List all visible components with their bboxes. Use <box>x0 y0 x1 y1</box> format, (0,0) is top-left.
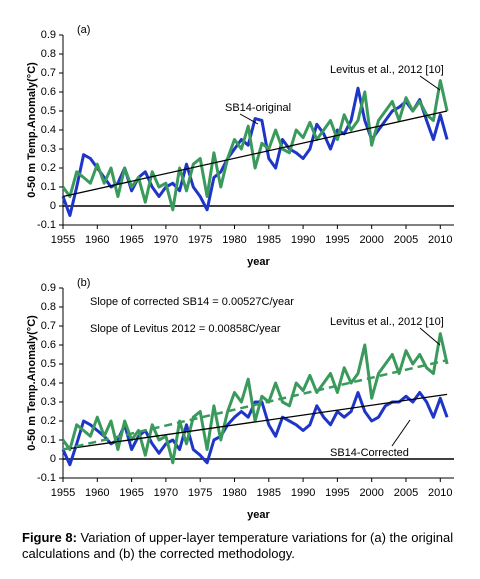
series-label: SB14-Corrected <box>330 447 409 459</box>
x-tick-label: 1960 <box>85 487 109 499</box>
y-tick-label: 0 <box>50 453 56 465</box>
y-tick-label: 0.1 <box>41 434 56 446</box>
y-tick-label: 0.5 <box>41 358 56 370</box>
series-label: Levitus et al., 2012 [10] <box>330 64 444 76</box>
y-tick-label: 0.7 <box>41 67 56 79</box>
trend-line <box>62 358 448 451</box>
x-tick-label: 1985 <box>257 234 281 246</box>
y-tick-label: 0.9 <box>41 282 56 294</box>
y-tick-label: 0.2 <box>41 162 56 174</box>
x-tick-label: 1995 <box>325 487 349 499</box>
series-label: Levitus et al., 2012 [10] <box>330 316 444 328</box>
y-axis-title: 0-50 m Temp.Anomaly(°C) <box>26 62 38 198</box>
x-tick-label: 1955 <box>51 234 75 246</box>
y-tick-label: 0.4 <box>41 377 56 389</box>
y-tick-label: 0.8 <box>41 48 56 60</box>
series-line <box>61 79 449 212</box>
leader-line <box>239 113 259 125</box>
panel-label: (a) <box>77 24 90 36</box>
x-tick-label: 2000 <box>359 487 383 499</box>
y-tick-label: 0.7 <box>41 320 56 332</box>
x-tick-label: 1965 <box>119 487 143 499</box>
series-line <box>61 391 449 467</box>
x-axis-title: year <box>247 509 270 521</box>
annotation: Slope of Levitus 2012 = 0.00858C/year <box>90 323 281 335</box>
x-tick-label: 1975 <box>188 234 212 246</box>
y-tick-label: 0.4 <box>41 124 56 136</box>
y-axis-title: 0-50 m Temp.Anomaly(°C) <box>26 315 38 451</box>
x-tick-label: 1955 <box>51 487 75 499</box>
x-tick-label: 1965 <box>119 234 143 246</box>
figure: -0.1 0 0.1 0.2 0.3 0.4 0.5 0.6 0.7 0.8 0.9 1955 1960… <box>26 24 454 521</box>
x-tick-label: 1980 <box>222 487 246 499</box>
x-tick-label: 2010 <box>428 234 452 246</box>
x-tick-label: 1990 <box>291 487 315 499</box>
panel-label: (b) <box>77 277 90 289</box>
trend-line <box>62 393 448 451</box>
x-tick-label: 1980 <box>222 234 246 246</box>
y-tick-label: 0.2 <box>41 415 56 427</box>
x-tick-label: 2010 <box>428 487 452 499</box>
y-tick-label: 0.6 <box>41 339 56 351</box>
y-tick-label: -0.1 <box>37 472 56 484</box>
y-tick-label: 0.3 <box>41 396 56 408</box>
x-tick-label: 1970 <box>154 234 178 246</box>
caption: Figure 8: Variation of upper-layer tempe… <box>22 530 462 562</box>
x-tick-label: 1985 <box>257 487 281 499</box>
x-tick-label: 2000 <box>359 234 383 246</box>
y-tick-label: 0.8 <box>41 301 56 313</box>
annotation: Slope of corrected SB14 = 0.00527C/year <box>90 296 294 308</box>
series-label: SB14-original <box>225 102 291 114</box>
leader-line <box>391 419 411 447</box>
y-tick-label: 0.6 <box>41 86 56 98</box>
leader-line <box>419 327 441 346</box>
y-tick-label: 0.5 <box>41 105 56 117</box>
x-tick-label: 1970 <box>154 487 178 499</box>
y-tick-label: 0 <box>50 200 56 212</box>
caption-label: Figure 8: <box>22 530 77 545</box>
leader-line <box>419 75 441 91</box>
series-line <box>61 332 449 465</box>
x-tick-label: 1975 <box>188 487 212 499</box>
y-tick-label: 0.3 <box>41 143 56 155</box>
x-tick-label: 1960 <box>85 234 109 246</box>
x-tick-label: 2005 <box>394 234 418 246</box>
y-tick-label: 0.9 <box>41 29 56 41</box>
x-tick-label: 2005 <box>394 487 418 499</box>
x-axis-title: year <box>247 256 270 268</box>
x-tick-label: 1995 <box>325 234 349 246</box>
x-tick-label: 1990 <box>291 234 315 246</box>
y-tick-label: 0.1 <box>41 181 56 193</box>
trend-line <box>62 110 448 198</box>
caption-text: Variation of upper-layer temperature var… <box>22 530 454 561</box>
y-tick-label: -0.1 <box>37 219 56 231</box>
